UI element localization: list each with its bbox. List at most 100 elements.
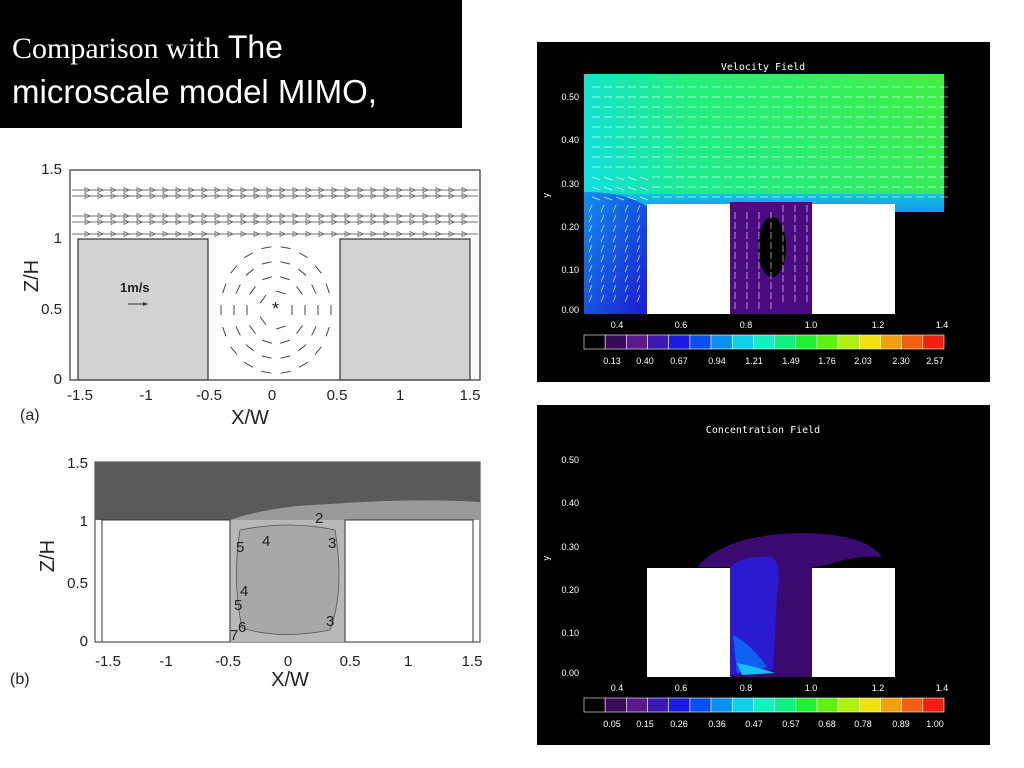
vel-xtick-5: 1.4 xyxy=(936,320,949,330)
flow-arrow xyxy=(175,213,182,219)
building-left xyxy=(647,204,730,314)
flow-arrow xyxy=(266,187,273,193)
flow-arrow xyxy=(396,193,403,199)
flow-arrow xyxy=(636,224,641,233)
flow-arrow xyxy=(149,187,156,193)
colorbar-swatch xyxy=(922,334,945,350)
fb-xtick-2: -0.5 xyxy=(215,653,241,670)
flow-arrow xyxy=(162,219,169,225)
conc-xtick-1: 0.6 xyxy=(675,683,688,693)
building-right xyxy=(812,204,895,314)
flow-arrow xyxy=(612,214,617,223)
flow-arrow xyxy=(261,370,272,374)
flow-arrow xyxy=(615,176,625,181)
flow-arrow xyxy=(235,326,241,336)
fb-ytick-0: 0 xyxy=(80,633,88,650)
flow-arrow xyxy=(639,176,649,181)
flow-arrow xyxy=(240,213,247,219)
fb-xtick-3: 0 xyxy=(284,653,292,670)
vel-ytick-2: 0.20 xyxy=(561,222,579,232)
colorbar-swatch xyxy=(731,697,754,713)
colorbar-swatch xyxy=(689,334,712,350)
flow-arrow xyxy=(261,261,272,265)
flow-arrow xyxy=(624,284,629,293)
flow-arrow xyxy=(214,219,221,225)
vel-cb-label: 1.21 xyxy=(745,356,763,366)
colorbar-swatch xyxy=(583,334,606,350)
colorbar-swatch xyxy=(774,334,797,350)
flow-arrow xyxy=(175,187,182,193)
flow-arrow xyxy=(266,231,273,237)
flow-arrow xyxy=(240,231,247,237)
flow-arrow xyxy=(461,187,468,193)
flow-arrow xyxy=(461,219,468,225)
flow-arrow xyxy=(370,193,377,199)
flow-arrow xyxy=(383,193,390,199)
flow-arrow xyxy=(461,231,468,237)
flow-arrow xyxy=(409,213,416,219)
slide-title-line1: Comparison with The xyxy=(12,28,283,68)
conc-ytick-0: 0.00 xyxy=(561,668,579,678)
flow-arrow xyxy=(296,286,303,295)
colorbar-swatch xyxy=(753,334,775,350)
conc-cb-label: 0.26 xyxy=(670,719,688,729)
flow-arrow xyxy=(318,193,325,199)
flow-arrow xyxy=(280,276,290,281)
flow-arrow xyxy=(279,213,286,219)
flow-arrow xyxy=(279,219,286,225)
flow-arrow xyxy=(603,196,613,201)
flow-arrow xyxy=(318,219,325,225)
flow-arrow xyxy=(276,325,286,330)
flow-arrow xyxy=(227,219,234,225)
flow-arrow xyxy=(588,264,593,273)
flow-arrow xyxy=(279,231,286,237)
building-right xyxy=(344,519,474,643)
flow-arrow xyxy=(292,231,299,237)
flow-arrow xyxy=(600,284,605,293)
flow-arrow xyxy=(588,294,593,303)
flow-arrow xyxy=(84,219,91,225)
flow-arrow xyxy=(84,187,91,193)
flow-arrow xyxy=(298,361,309,368)
colorbar-swatch xyxy=(583,697,606,713)
flow-arrow xyxy=(636,294,641,303)
flow-arrow xyxy=(357,187,364,193)
flow-arrow xyxy=(110,219,117,225)
scale-label: 1m/s xyxy=(120,280,150,295)
flow-arrow xyxy=(409,187,416,193)
flow-arrow xyxy=(201,187,208,193)
conc-xtick-0: 0.4 xyxy=(611,683,624,693)
flow-arrow xyxy=(279,193,286,199)
flow-arrow xyxy=(123,219,130,225)
contour-label: 5 xyxy=(236,539,244,556)
flow-arrow xyxy=(280,246,291,250)
colorbar-swatch xyxy=(626,697,648,713)
conc-xtick-4: 1.2 xyxy=(872,683,885,693)
flow-arrow xyxy=(149,219,156,225)
flow-arrow xyxy=(588,224,593,233)
flow-arrow xyxy=(262,276,272,281)
fb-ytick-2: 1 xyxy=(80,513,88,530)
velocity-title: Velocity Field xyxy=(721,62,805,73)
flow-arrow xyxy=(280,370,291,374)
flow-arrow xyxy=(222,283,227,294)
flow-arrow xyxy=(97,187,104,193)
colorbar-swatch xyxy=(816,334,839,350)
vel-ytick-1: 0.10 xyxy=(561,265,579,275)
fa-ytick-2: 1 xyxy=(54,230,62,247)
flow-arrow xyxy=(297,268,307,276)
fa-ylabel: Z/H xyxy=(21,260,43,292)
flow-arrow xyxy=(357,193,364,199)
flow-arrow xyxy=(448,213,455,219)
flow-arrow xyxy=(588,244,593,253)
flow-arrow xyxy=(253,193,260,199)
vel-xtick-1: 0.6 xyxy=(675,320,688,330)
flow-arrow xyxy=(612,224,617,233)
flow-arrow xyxy=(123,187,130,193)
fa-ytick-1: 0.5 xyxy=(41,301,62,318)
flow-arrow xyxy=(624,224,629,233)
flow-arrow xyxy=(600,214,605,223)
fb-xlabel: X/W xyxy=(271,669,309,690)
flow-arrow xyxy=(175,193,182,199)
vel-ytick-5: 0.50 xyxy=(561,92,579,102)
